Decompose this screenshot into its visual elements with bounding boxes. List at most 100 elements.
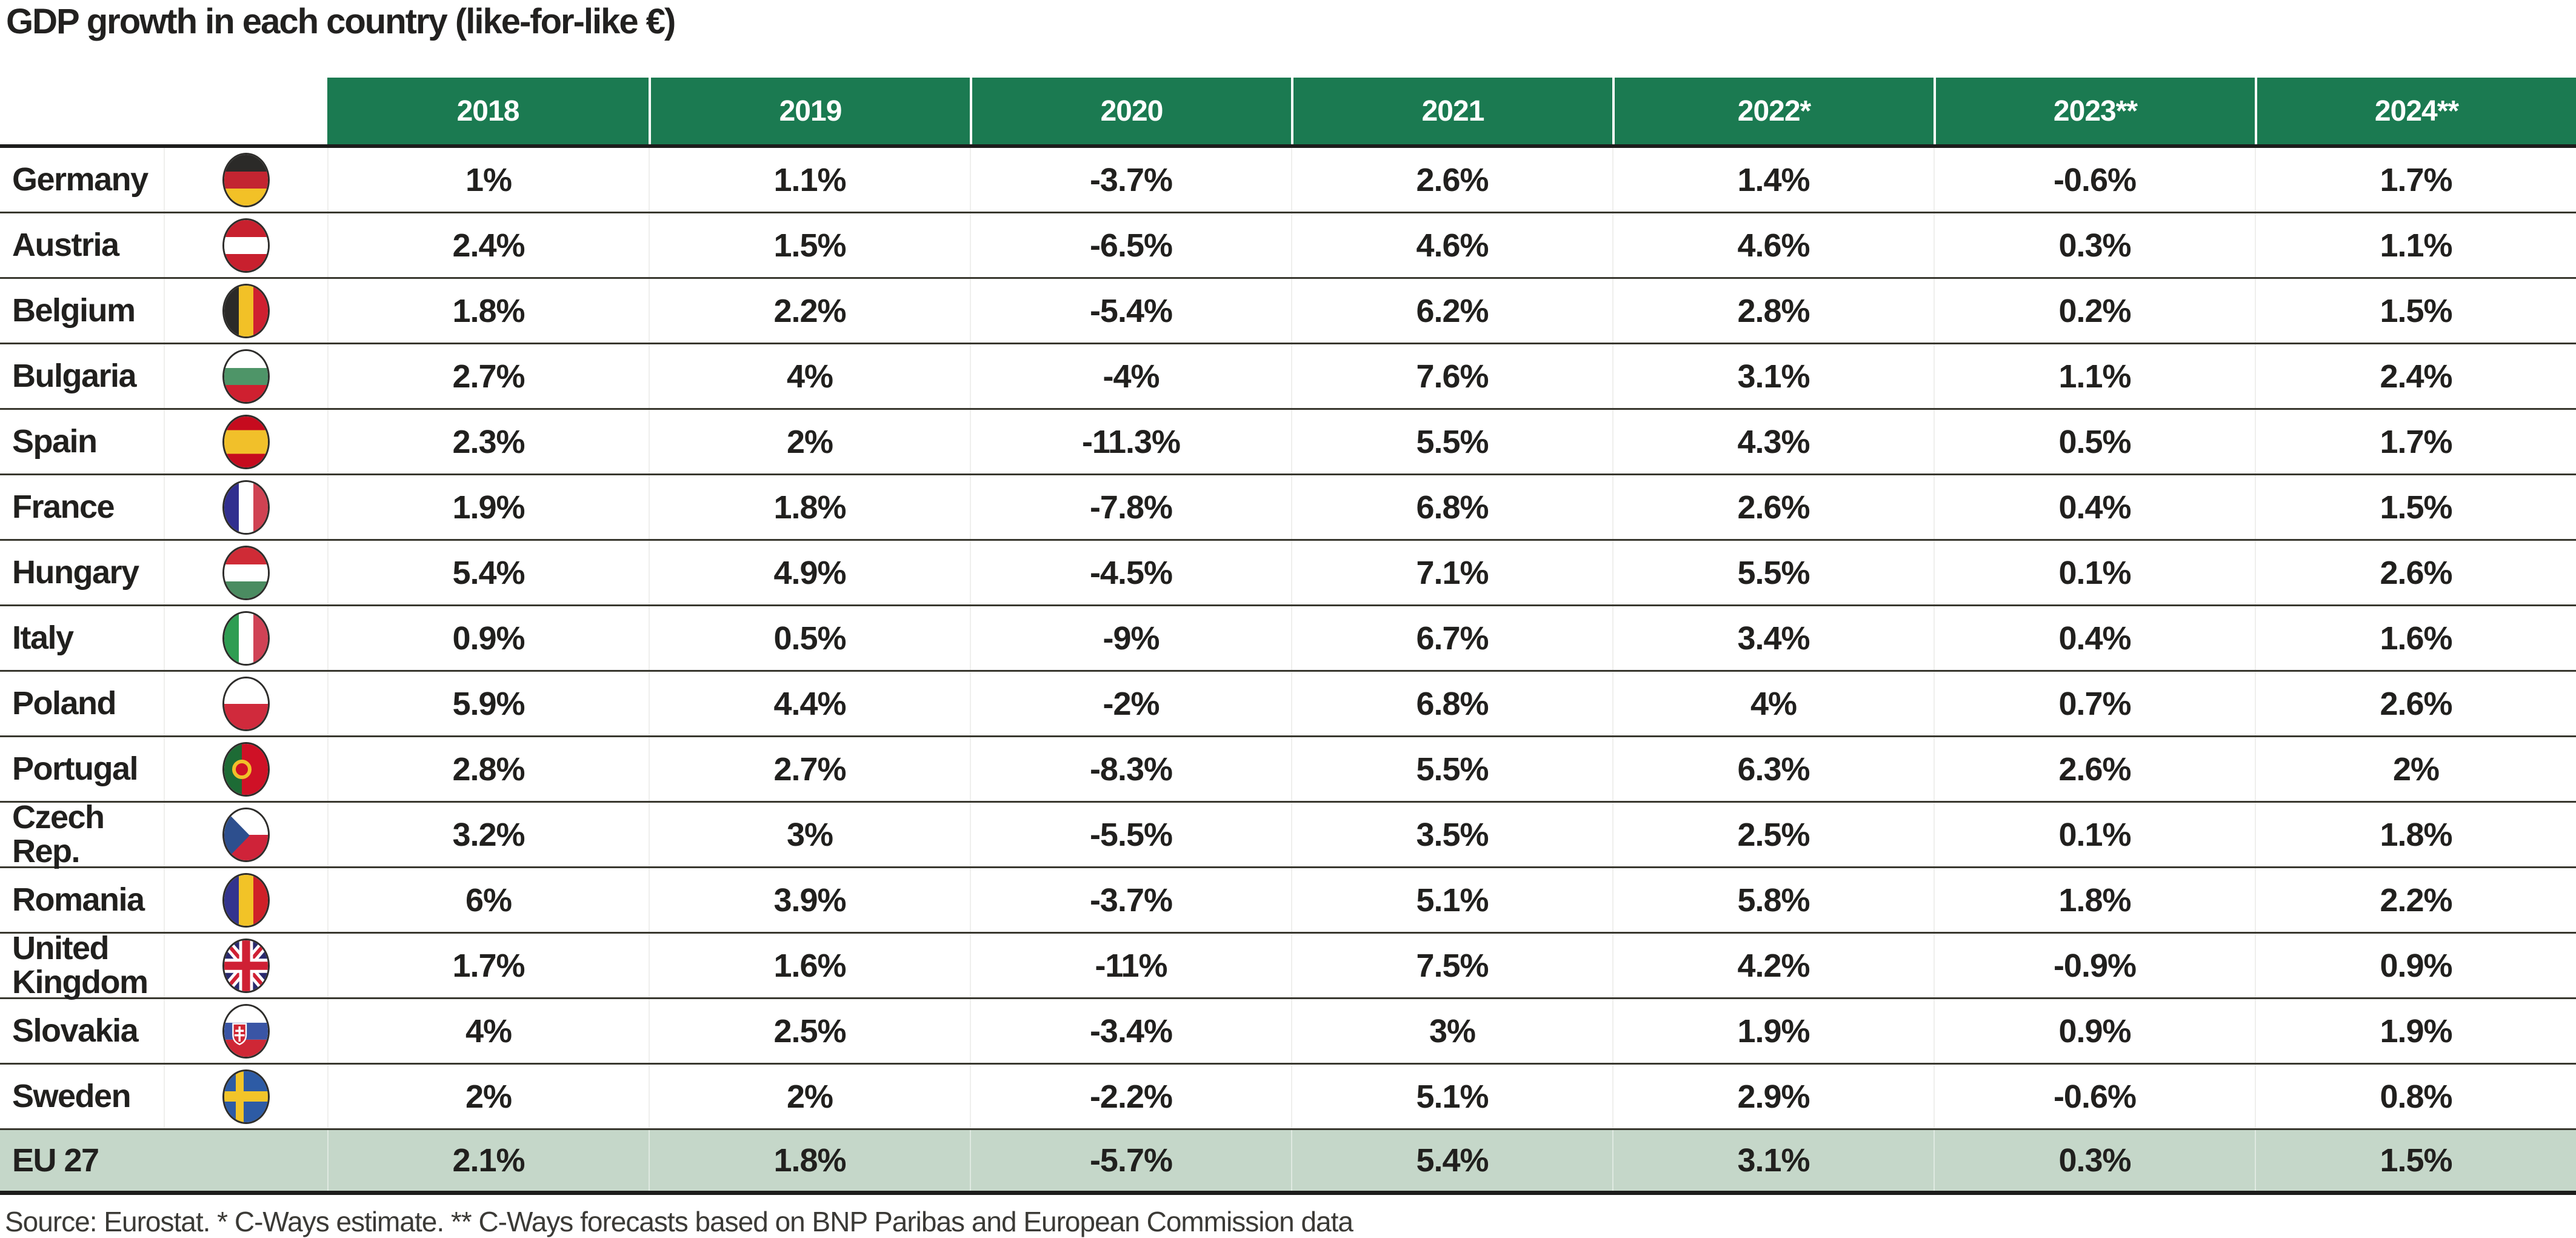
value: 0.9%: [2380, 947, 2452, 984]
value-cell: 3%: [649, 803, 970, 866]
value-cell: 2.4%: [327, 213, 649, 277]
value-cell: 5.1%: [1291, 868, 1612, 932]
value-cell: 4.3%: [1612, 410, 1934, 473]
value: -5.5%: [1089, 816, 1173, 853]
value-cell: 1.9%: [2255, 999, 2576, 1063]
value-cell: 4%: [327, 999, 649, 1063]
column-header-label: 2020: [1100, 95, 1164, 127]
table-row: Bulgaria 2.7% 4% -4% 7.6% 3.1% 1.1% 2.4%: [0, 344, 2576, 410]
value: 1.8%: [452, 292, 525, 329]
column-header: 2020: [970, 78, 1291, 144]
value-cell: 5.5%: [1291, 410, 1612, 473]
value: -5.4%: [1089, 292, 1173, 329]
value: 1.8%: [2058, 882, 2131, 918]
value: 4.6%: [1737, 227, 1810, 264]
flag-se-icon: [222, 1069, 270, 1124]
value: 1.7%: [452, 947, 525, 984]
country-name: Austria: [12, 226, 119, 263]
value-cell: 1.4%: [1612, 148, 1934, 212]
summary-value-cell: -5.7%: [970, 1130, 1291, 1191]
value: 1.6%: [2380, 620, 2452, 657]
value-cell: 2.6%: [2255, 541, 2576, 604]
country-name: Bulgaria: [12, 357, 137, 394]
value-cell: 2.5%: [1612, 803, 1934, 866]
country-flag-cell: [164, 999, 327, 1063]
column-header-label: 2022*: [1737, 95, 1811, 127]
column-header-label: 2021: [1421, 95, 1485, 127]
value-cell: 2.6%: [1291, 148, 1612, 212]
flag-sk-icon: [222, 1003, 270, 1059]
value: 1.1%: [2058, 358, 2131, 395]
country-name-cell: France: [0, 475, 164, 539]
header-spacer: [0, 78, 327, 144]
summary-value-cell: 5.4%: [1291, 1130, 1612, 1191]
value: -2.2%: [1089, 1078, 1173, 1115]
country-flag-cell: [164, 541, 327, 604]
value-cell: 5.9%: [327, 672, 649, 735]
flag-fr-icon: [222, 480, 270, 535]
value-cell: 0.4%: [1934, 606, 2255, 670]
value-cell: 1.6%: [649, 934, 970, 997]
value-cell: 5.5%: [1291, 737, 1612, 801]
value-cell: 1.5%: [649, 213, 970, 277]
value-cell: 1.7%: [327, 934, 649, 997]
flag-gb-icon: [222, 938, 270, 993]
value: 6.8%: [1416, 685, 1489, 722]
value-cell: -8.3%: [970, 737, 1291, 801]
value: 7.5%: [1416, 947, 1489, 984]
value: 2.5%: [773, 1012, 846, 1049]
country-name: Germany: [12, 161, 148, 198]
value-cell: -0.9%: [1934, 934, 2255, 997]
value: 4%: [465, 1012, 512, 1049]
value-cell: 2%: [649, 1065, 970, 1128]
value-cell: 1.9%: [1612, 999, 1934, 1063]
country-flag-cell: [164, 148, 327, 212]
country-name: Italy: [12, 619, 74, 656]
value-cell: 7.6%: [1291, 344, 1612, 408]
value: 2%: [786, 1078, 833, 1115]
value: 2%: [786, 423, 833, 460]
value-cell: -6.5%: [970, 213, 1291, 277]
summary-value-cell: 3.1%: [1612, 1130, 1934, 1191]
value: 5.9%: [452, 685, 525, 722]
column-header: 2019: [649, 78, 970, 144]
value-cell: 7.5%: [1291, 934, 1612, 997]
country-name-cell: Slovakia: [0, 999, 164, 1063]
value: 2.6%: [2058, 751, 2131, 788]
value: 0.8%: [2380, 1078, 2452, 1115]
value-cell: 0.5%: [1934, 410, 2255, 473]
value: 0.1%: [2058, 816, 2131, 853]
value-cell: 6.8%: [1291, 672, 1612, 735]
page-title: GDP growth in each country (like-for-lik…: [6, 2, 676, 41]
value: 3.5%: [1416, 816, 1489, 853]
value: -0.6%: [2053, 161, 2137, 198]
value-cell: 4.9%: [649, 541, 970, 604]
value: 2.4%: [2380, 358, 2452, 395]
value-cell: 5.8%: [1612, 868, 1934, 932]
value-cell: 1.1%: [1934, 344, 2255, 408]
table-row: Hungary 5.4% 4.9% -4.5% 7.1% 5.5% 0.1% 2.6%: [0, 541, 2576, 606]
column-header: 2023**: [1934, 78, 2255, 144]
country-name-cell: Czech Rep.: [0, 801, 164, 868]
value-cell: 2.5%: [649, 999, 970, 1063]
value-cell: 3.5%: [1291, 803, 1612, 866]
flag-bg-icon: [222, 349, 270, 404]
summary-value: 2.1%: [452, 1142, 525, 1179]
value: 2%: [465, 1078, 512, 1115]
value-cell: 4.4%: [649, 672, 970, 735]
value: 2.3%: [452, 423, 525, 460]
value: 5.1%: [1416, 882, 1489, 918]
flag-es-icon: [222, 414, 270, 469]
country-flag-cell: [164, 803, 327, 866]
value: 3.4%: [1737, 620, 1810, 657]
summary-value-cell: 1.5%: [2255, 1130, 2576, 1191]
table-row: Austria 2.4% 1.5% -6.5% 4.6% 4.6% 0.3% 1.1%: [0, 213, 2576, 279]
value: 1.1%: [2380, 227, 2452, 264]
value-cell: 1.5%: [2255, 279, 2576, 343]
summary-value-cell: 2.1%: [327, 1130, 649, 1191]
value: -3.7%: [1089, 161, 1173, 198]
value: 2.8%: [452, 751, 525, 788]
value: 1.6%: [773, 947, 846, 984]
table-row: Portugal 2.8% 2.7% -8.3% 5.5% 6.3% 2.6% 2%: [0, 737, 2576, 803]
country-flag-cell: [164, 868, 327, 932]
